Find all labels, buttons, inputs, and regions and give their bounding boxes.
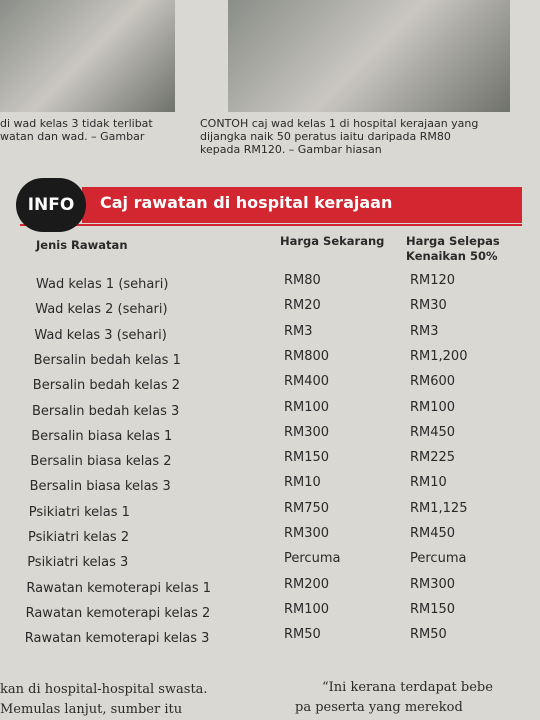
price: RM300	[284, 424, 330, 440]
price: RM750	[284, 500, 330, 516]
footer-text: Memulas lanjut, sumber itu	[0, 702, 183, 717]
caption-line: di wad kelas 3 tidak terlibat	[0, 117, 153, 130]
treatment: Bersalin bedah kelas 1	[33, 352, 181, 368]
rule	[20, 224, 522, 226]
price: RM10	[410, 475, 447, 491]
treatment: Bersalin bedah kelas 2	[32, 378, 181, 394]
price: RM800	[284, 348, 330, 364]
footer-text: “Ini kerana terdapat bebe	[322, 680, 493, 695]
price: RM10	[284, 475, 321, 491]
price: RM100	[284, 601, 330, 617]
caption-line: CONTOH caj wad kelas 1 di hospital keraj…	[200, 117, 479, 130]
price: RM150	[284, 450, 330, 466]
price: RM120	[410, 273, 456, 288]
treatment: Psikiatri kelas 2	[28, 530, 130, 545]
price: RM400	[284, 374, 330, 390]
price: RM300	[284, 526, 330, 541]
price: RM3	[284, 323, 313, 339]
photo	[228, 0, 510, 112]
treatment: Bersalin bedah kelas 3	[32, 403, 180, 419]
price: RM200	[284, 576, 330, 592]
price: RM20	[284, 298, 321, 314]
price: RM225	[410, 450, 456, 466]
price: RM300	[410, 576, 456, 592]
price: RM100	[410, 399, 456, 415]
price: RM3	[410, 323, 439, 339]
price: RM1,125	[410, 500, 468, 516]
treatment: Bersalin biasa kelas 1	[31, 428, 173, 444]
price: RM450	[410, 424, 456, 440]
column-header: Harga Sekarang	[280, 234, 385, 248]
price: RM50	[284, 627, 321, 643]
price: RM30	[410, 298, 447, 314]
footer-text: pa peserta yang merekod	[295, 700, 463, 715]
treatment: Psikiatri kelas 1	[28, 504, 130, 520]
treatment: Bersalin biasa kelas 2	[30, 454, 172, 470]
treatment: Psikiatri kelas 3	[27, 555, 129, 571]
column-header: Harga Selepas Kenaikan 50%	[406, 234, 500, 263]
caption: di wad kelas 3 tidak terlibat watan dan w…	[0, 117, 153, 143]
treatment: Wad kelas 2 (sehari)	[35, 302, 168, 318]
price: Percuma	[410, 551, 467, 567]
info-badge: INFO	[16, 178, 86, 232]
caption-line: dijangka naik 50 peratus iaitu daripada …	[200, 130, 451, 143]
column-header: Jenis Rawatan	[36, 238, 128, 252]
photo	[0, 0, 175, 112]
price: RM600	[410, 374, 456, 390]
price: RM80	[284, 273, 321, 288]
price: RM450	[410, 526, 456, 541]
treatment: Wad kelas 1 (sehari)	[36, 277, 169, 292]
price: RM100	[284, 399, 330, 415]
price: Percuma	[284, 551, 341, 567]
price: RM1,200	[410, 348, 468, 364]
treatment: Rawatan kemoterapi kelas 3	[24, 631, 210, 647]
price: RM50	[410, 627, 447, 643]
footer-text: kan di hospital-hospital swasta.	[0, 682, 208, 697]
caption-line: kepada RM120. – Gambar hiasan	[200, 143, 382, 156]
info-bar	[82, 187, 522, 223]
treatment: Bersalin biasa kelas 3	[29, 479, 171, 495]
caption: CONTOH caj wad kelas 1 di hospital keraj…	[200, 117, 478, 156]
treatment: Rawatan kemoterapi kelas 1	[26, 580, 212, 596]
treatment: Wad kelas 3 (sehari)	[34, 327, 167, 343]
caption-line: watan dan wad. – Gambar	[0, 130, 145, 143]
info-title: Caj rawatan di hospital kerajaan	[100, 193, 393, 212]
price: RM150	[410, 601, 456, 617]
treatment: Rawatan kemoterapi kelas 2	[25, 605, 211, 621]
